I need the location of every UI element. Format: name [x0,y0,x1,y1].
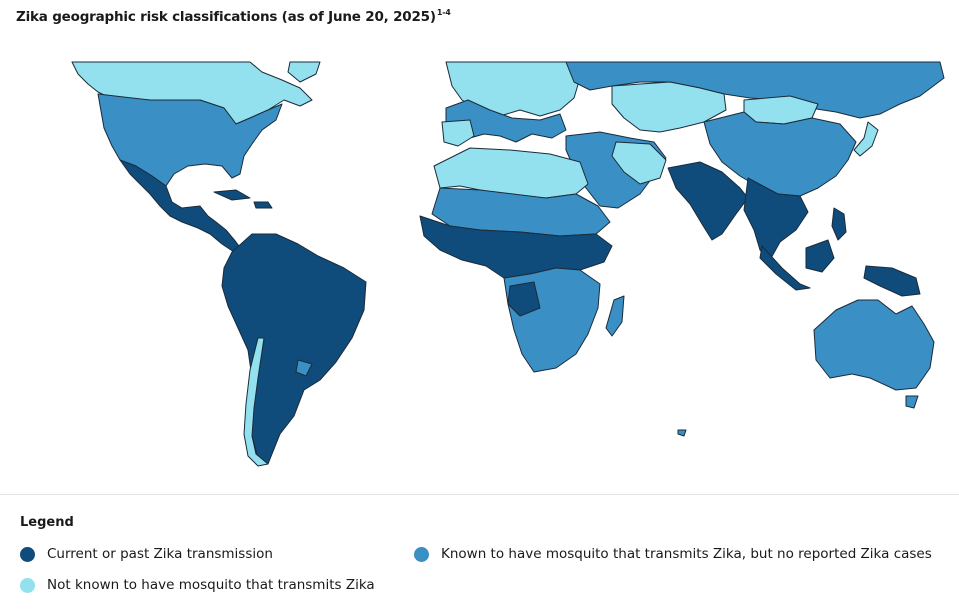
world-map-svg [71,61,945,467]
region-india [667,161,749,241]
region-indonesia [759,245,811,291]
region-cuba [213,189,251,201]
region-borneo [805,239,835,273]
legend-swatch-current-or-past [20,546,35,562]
region-mexico-central-america [119,159,243,253]
region-madagascar [605,295,625,337]
region-iran [611,141,667,185]
world-map [0,38,959,492]
region-chile [243,337,269,467]
region-uruguay [295,359,313,377]
region-southeast-asia [743,177,809,261]
legend-swatch-mosquito-no-cases [414,546,429,562]
map-title-text: Zika geographic risk classifications (as… [16,9,436,25]
legend-item-mosquito-no-cases: Known to have mosquito that transmits Zi… [414,546,932,562]
region-china [703,111,857,197]
region-new-caledonia [677,429,687,437]
title-reference-superscript: 1-4 [436,8,451,17]
region-south-america [221,233,367,465]
region-tasmania [905,395,919,409]
region-hispaniola [253,201,273,209]
region-angola [507,281,541,317]
legend-item-current-or-past: Current or past Zika transmission [20,546,273,562]
region-australia [813,299,935,391]
region-japan [853,121,879,157]
legend-title: Legend [20,515,74,530]
legend-item-no-mosquito: Not known to have mosquito that transmit… [20,577,375,593]
region-new-guinea [863,265,921,297]
legend-label-mosquito-no-cases: Known to have mosquito that transmits Zi… [441,546,932,562]
region-central-asia [611,81,727,133]
region-philippines [831,207,847,241]
legend-label-no-mosquito: Not known to have mosquito that transmit… [47,577,375,593]
map-title: Zika geographic risk classifications (as… [16,8,451,25]
legend-swatch-no-mosquito [20,577,35,593]
region-southern-africa [503,267,601,373]
region-greenland [287,61,321,83]
legend-label-current-or-past: Current or past Zika transmission [47,546,273,562]
region-iberia [441,119,475,147]
legend: Legend Current or past Zika transmission… [0,494,959,613]
